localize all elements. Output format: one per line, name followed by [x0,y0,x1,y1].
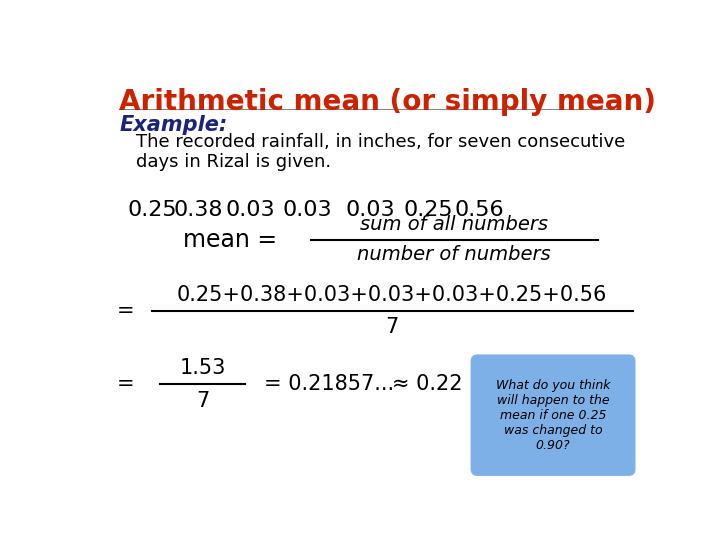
Text: 7: 7 [196,390,209,410]
Text: What do you think
will happen to the
mean if one 0.25
was changed to
0.90?: What do you think will happen to the mea… [496,379,611,451]
Text: ≈ 0.22: ≈ 0.22 [392,374,463,394]
Text: 7: 7 [386,318,399,338]
FancyBboxPatch shape [472,355,635,475]
Text: 1.53: 1.53 [179,358,225,378]
Text: 0.56: 0.56 [454,200,504,220]
Text: 0.03: 0.03 [225,200,275,220]
Text: 0.25: 0.25 [404,200,454,220]
Text: 0.25+0.38+0.03+0.03+0.03+0.25+0.56: 0.25+0.38+0.03+0.03+0.03+0.25+0.56 [177,285,608,305]
Text: 0.25: 0.25 [127,200,177,220]
Text: Arithmetic mean (or simply mean): Arithmetic mean (or simply mean) [120,88,657,116]
Text: mean =: mean = [183,228,284,252]
Text: number of numbers: number of numbers [357,245,551,264]
Text: 0.03: 0.03 [346,200,395,220]
Text: 0.38: 0.38 [174,200,223,220]
Text: 0.03: 0.03 [282,200,332,220]
Text: =: = [117,301,135,321]
Text: sum of all numbers: sum of all numbers [360,215,548,234]
Text: The recorded rainfall, in inches, for seven consecutive
days in Rizal is given.: The recorded rainfall, in inches, for se… [137,132,626,171]
Text: = 0.21857...: = 0.21857... [264,374,395,394]
Text: =: = [117,374,135,394]
Text: Example:: Example: [120,115,228,135]
